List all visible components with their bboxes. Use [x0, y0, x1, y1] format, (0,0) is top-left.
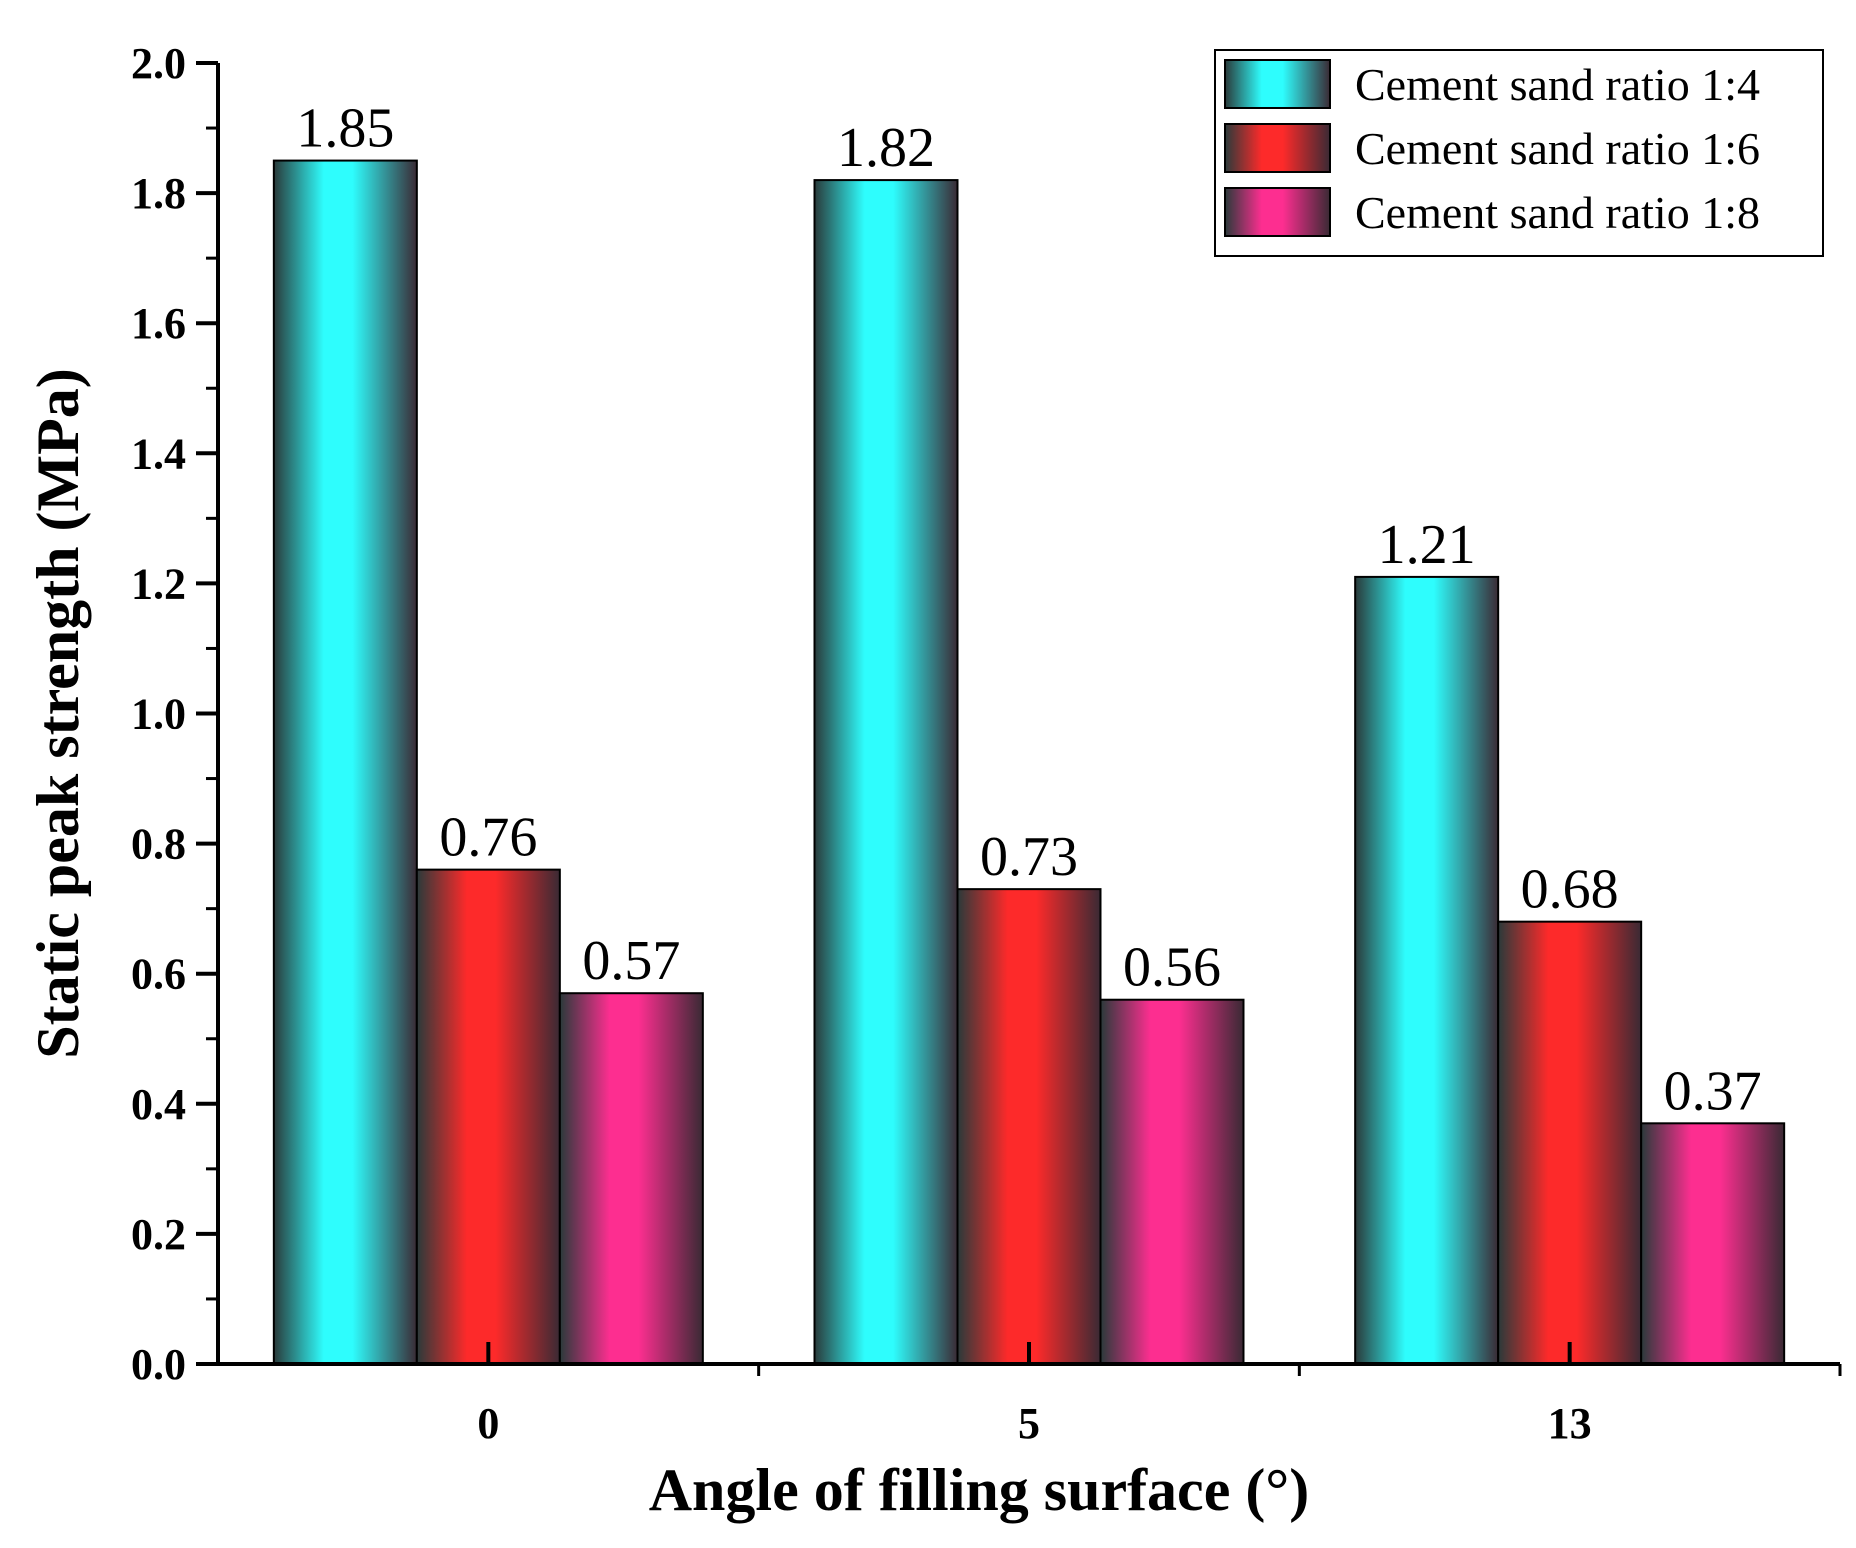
data-label: 0.76 — [439, 807, 537, 869]
x-tick-label: 0 — [477, 1399, 499, 1448]
y-tick-label: 1.0 — [131, 690, 186, 739]
data-label: 1.82 — [837, 117, 935, 179]
bar-cement-sand-ratio-1-8-13 — [1640, 1122, 1786, 1365]
bar-cement-sand-ratio-1-4-5 — [813, 179, 959, 1366]
data-label: 0.56 — [1123, 937, 1221, 999]
y-tick-label: 1.2 — [131, 559, 186, 608]
bars-layer — [272, 159, 1786, 1366]
data-label: 0.37 — [1664, 1060, 1762, 1122]
legend-swatch — [1224, 187, 1331, 237]
y-tick-label: 2.0 — [131, 39, 186, 88]
y-tick-label: 1.8 — [131, 169, 186, 218]
bar-cement-sand-ratio-1-4-0 — [272, 159, 418, 1366]
y-tick-label: 0.6 — [131, 950, 186, 999]
data-label: 1.21 — [1378, 514, 1476, 576]
y-tick-label: 1.4 — [131, 429, 186, 478]
bar-cement-sand-ratio-1-8-0 — [558, 992, 704, 1366]
x-tick-label: 5 — [1018, 1399, 1040, 1448]
bar-cement-sand-ratio-1-4-13 — [1354, 575, 1500, 1365]
axes-layer: 0.0 0.2 0.4 0.6 0.8 1.0 1.2 1.4 1.6 1.8 2.0 0 5 13 — [131, 39, 1842, 1448]
legend-label: Cement sand ratio 1:8 — [1355, 187, 1760, 238]
bar-cement-sand-ratio-1-6-5 — [956, 888, 1102, 1365]
bar-cement-sand-ratio-1-8-5 — [1099, 998, 1245, 1365]
bar-cement-sand-ratio-1-6-13 — [1497, 920, 1643, 1365]
legend-label: Cement sand ratio 1:6 — [1355, 123, 1760, 174]
legend-label: Cement sand ratio 1:4 — [1355, 59, 1760, 110]
legend-swatch — [1224, 123, 1331, 173]
legend: Cement sand ratio 1:4 Cement sand ratio 1… — [1214, 49, 1824, 257]
y-tick-label: 0.4 — [131, 1080, 186, 1129]
data-label: 0.57 — [582, 930, 680, 992]
y-tick-label: 0.8 — [131, 820, 186, 869]
y-tick-label: 0.2 — [131, 1210, 186, 1259]
data-labels-layer: 1.85 1.82 1.21 0.76 0.73 0.68 0.57 0.56 0.37 — [296, 98, 1761, 1123]
bar-cement-sand-ratio-1-6-0 — [415, 868, 561, 1365]
y-tick-label: 0.0 — [131, 1340, 186, 1389]
x-tick-label: 13 — [1548, 1399, 1592, 1448]
x-axis-title: Angle of filling surface (°) — [649, 1457, 1310, 1523]
data-label: 0.73 — [980, 826, 1078, 888]
y-tick-label: 1.6 — [131, 299, 186, 348]
y-axis-title: Static peak strength (MPa) — [25, 368, 91, 1058]
data-label: 1.85 — [296, 98, 394, 160]
data-label: 0.68 — [1521, 859, 1619, 921]
legend-swatch — [1224, 59, 1331, 109]
